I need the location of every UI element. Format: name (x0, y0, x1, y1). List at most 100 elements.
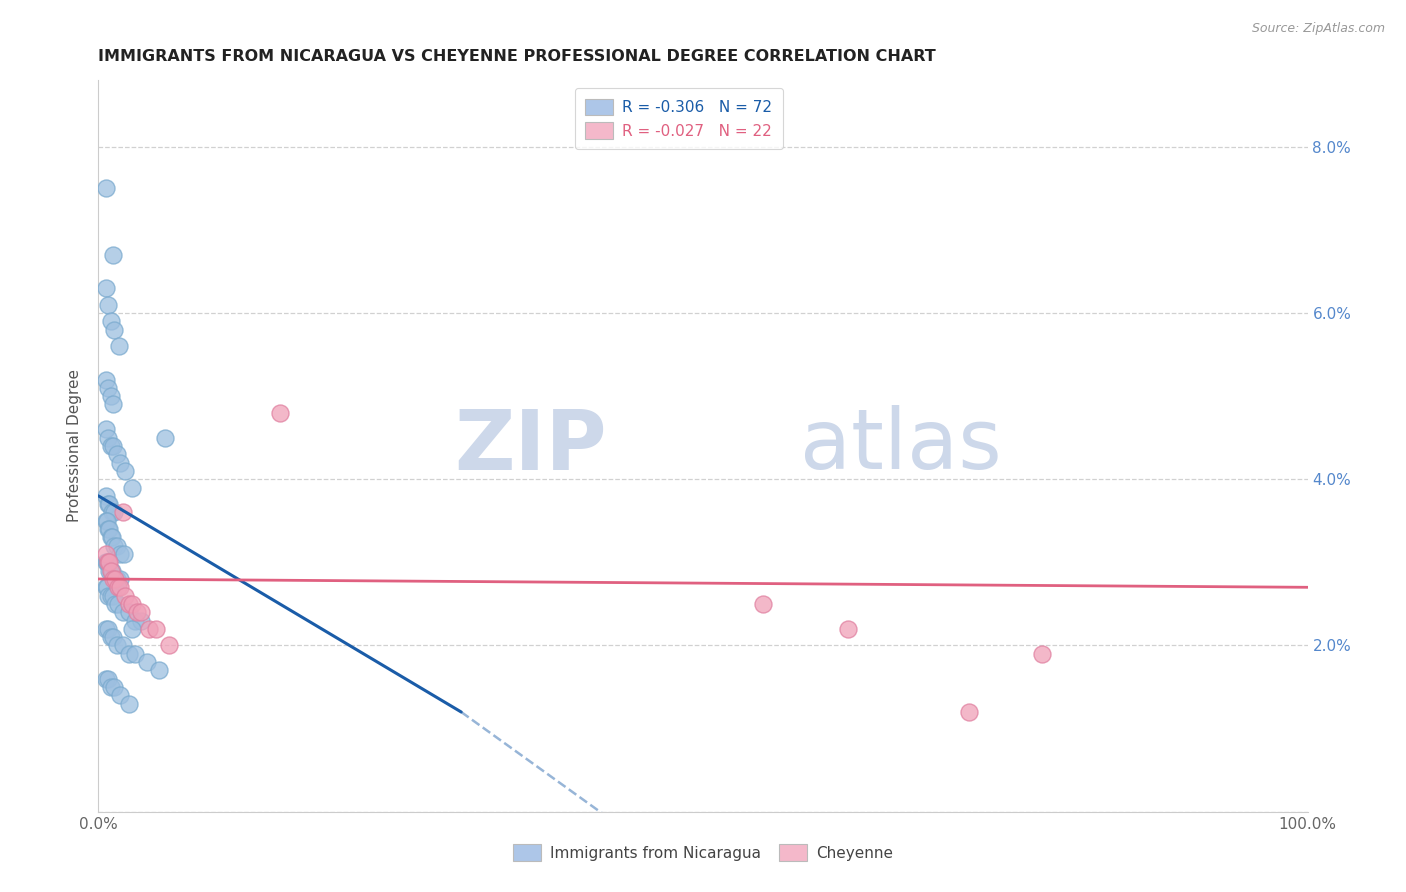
Y-axis label: Professional Degree: Professional Degree (67, 369, 83, 523)
Point (97, 555, 120, 569)
Point (100, 530, 122, 544)
Point (96, 514, 118, 528)
Point (103, 572, 125, 586)
Point (157, 639, 180, 653)
Point (101, 439, 124, 453)
Point (121, 481, 143, 495)
Point (145, 622, 167, 636)
Point (112, 547, 135, 561)
Point (957, 705, 980, 719)
Point (111, 506, 134, 520)
Point (94, 489, 117, 503)
Point (94, 622, 117, 636)
Point (94, 422, 117, 436)
Text: Source: ZipAtlas.com: Source: ZipAtlas.com (1251, 22, 1385, 36)
Point (124, 614, 146, 628)
Point (837, 622, 859, 636)
Point (752, 597, 775, 611)
Point (100, 564, 122, 578)
Point (100, 314, 122, 328)
Point (138, 622, 160, 636)
Point (97, 298, 120, 312)
Legend: Immigrants from Nicaragua, Cheyenne: Immigrants from Nicaragua, Cheyenne (503, 835, 903, 870)
Point (94, 580, 117, 594)
Point (107, 580, 129, 594)
Point (98, 564, 121, 578)
Point (94, 514, 117, 528)
Point (135, 655, 157, 669)
Point (97, 622, 120, 636)
Point (97, 589, 120, 603)
Point (104, 572, 127, 586)
Point (148, 664, 170, 678)
Point (97, 431, 120, 445)
Point (118, 597, 141, 611)
Point (98, 522, 121, 536)
Point (101, 589, 124, 603)
Point (118, 605, 141, 619)
Text: atlas: atlas (800, 406, 1001, 486)
Point (108, 572, 131, 586)
Point (105, 639, 128, 653)
Point (101, 630, 124, 644)
Point (108, 580, 131, 594)
Point (127, 605, 149, 619)
Point (100, 680, 122, 694)
Point (129, 605, 152, 619)
Point (96, 580, 118, 594)
Point (97, 381, 120, 395)
Point (98, 497, 121, 511)
Text: ZIP: ZIP (454, 406, 606, 486)
Point (100, 389, 122, 403)
Point (103, 323, 125, 337)
Point (97, 555, 120, 569)
Point (100, 506, 122, 520)
Point (118, 647, 141, 661)
Point (94, 281, 117, 295)
Point (96, 555, 118, 569)
Point (105, 572, 128, 586)
Point (105, 447, 128, 461)
Point (94, 372, 117, 386)
Point (111, 605, 134, 619)
Point (114, 589, 136, 603)
Point (100, 564, 122, 578)
Point (108, 547, 131, 561)
Point (97, 522, 120, 536)
Point (121, 622, 143, 636)
Point (100, 439, 122, 453)
Point (153, 431, 176, 445)
Point (104, 597, 127, 611)
Point (108, 456, 131, 470)
Point (269, 406, 291, 420)
Point (97, 497, 120, 511)
Point (101, 248, 124, 262)
Point (94, 555, 117, 569)
Point (107, 597, 129, 611)
Point (101, 572, 124, 586)
Point (105, 539, 128, 553)
Point (101, 397, 124, 411)
Point (100, 564, 122, 578)
Text: IMMIGRANTS FROM NICARAGUA VS CHEYENNE PROFESSIONAL DEGREE CORRELATION CHART: IMMIGRANTS FROM NICARAGUA VS CHEYENNE PR… (98, 49, 936, 64)
Point (108, 689, 131, 703)
Point (103, 506, 125, 520)
Point (129, 614, 152, 628)
Point (124, 647, 146, 661)
Point (108, 339, 131, 353)
Point (103, 539, 125, 553)
Point (94, 181, 117, 195)
Point (98, 555, 121, 569)
Point (1031, 647, 1053, 661)
Point (103, 680, 125, 694)
Point (94, 672, 117, 686)
Point (121, 597, 143, 611)
Point (114, 464, 136, 478)
Point (94, 547, 117, 561)
Point (100, 589, 122, 603)
Point (118, 697, 141, 711)
Point (97, 672, 120, 686)
Point (100, 630, 122, 644)
Point (111, 639, 134, 653)
Point (100, 530, 122, 544)
